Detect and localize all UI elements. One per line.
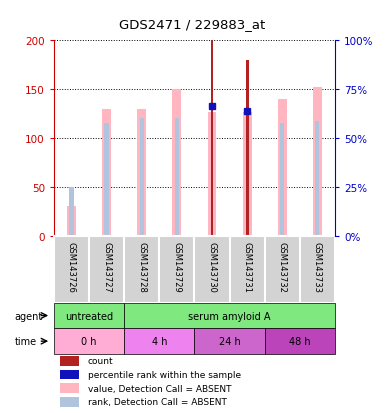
Bar	[60, 397, 79, 407]
Bar	[124, 328, 194, 354]
Bar	[60, 370, 79, 380]
Bar	[54, 328, 124, 354]
Bar	[280, 124, 285, 236]
Text: time: time	[15, 336, 37, 347]
Text: GDS2471 / 229883_at: GDS2471 / 229883_at	[119, 18, 266, 31]
Text: GSM143726: GSM143726	[67, 241, 76, 292]
Bar	[243, 112, 251, 236]
Bar	[265, 328, 335, 354]
Text: GSM143730: GSM143730	[208, 241, 216, 292]
Text: 24 h: 24 h	[219, 336, 240, 347]
Bar	[278, 100, 287, 236]
Bar	[159, 236, 194, 303]
Text: value, Detection Call = ABSENT: value, Detection Call = ABSENT	[88, 384, 231, 393]
Text: 48 h: 48 h	[289, 336, 311, 347]
Bar	[67, 207, 76, 236]
Text: rank, Detection Call = ABSENT: rank, Detection Call = ABSENT	[88, 398, 226, 406]
Bar	[172, 90, 181, 236]
Text: count: count	[88, 356, 113, 366]
Bar	[208, 112, 216, 236]
Bar	[54, 236, 89, 303]
Bar	[194, 236, 229, 303]
Bar	[194, 328, 265, 354]
Bar	[89, 236, 124, 303]
Bar	[102, 109, 111, 236]
Text: GSM143728: GSM143728	[137, 241, 146, 292]
Bar	[60, 356, 79, 366]
Bar	[246, 61, 249, 236]
Text: GSM143731: GSM143731	[243, 241, 252, 292]
Text: GSM143729: GSM143729	[172, 241, 181, 292]
Text: percentile rank within the sample: percentile rank within the sample	[88, 370, 241, 379]
Bar	[69, 188, 74, 236]
Bar	[175, 119, 179, 236]
Text: 0 h: 0 h	[81, 336, 97, 347]
Bar	[60, 383, 79, 393]
Bar	[300, 236, 335, 303]
Bar	[211, 41, 213, 236]
Text: untreated: untreated	[65, 311, 113, 321]
Text: GSM143727: GSM143727	[102, 241, 111, 292]
Text: GSM143733: GSM143733	[313, 241, 322, 292]
Bar	[315, 122, 320, 236]
Bar	[124, 236, 159, 303]
Bar	[104, 124, 109, 236]
Bar	[313, 88, 322, 236]
Bar	[124, 303, 335, 328]
Bar	[264, 236, 300, 303]
Bar	[140, 119, 144, 236]
Bar	[137, 109, 146, 236]
Text: GSM143732: GSM143732	[278, 241, 287, 292]
Bar	[54, 303, 124, 328]
Text: 4 h: 4 h	[152, 336, 167, 347]
Text: serum amyloid A: serum amyloid A	[188, 311, 271, 321]
Bar	[229, 236, 265, 303]
Text: agent: agent	[15, 311, 43, 321]
